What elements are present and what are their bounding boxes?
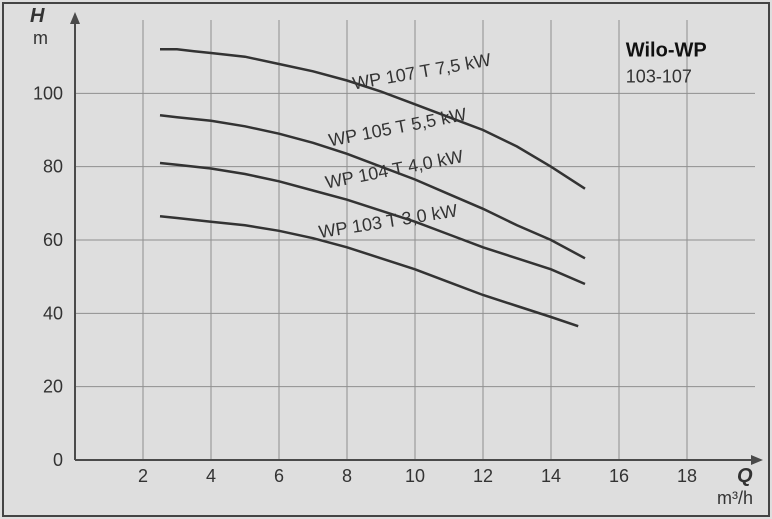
chart-subtitle: 103-107 [626,66,692,86]
chart-title: Wilo-WP [626,40,707,62]
y-tick-label: 0 [53,450,63,470]
chart-svg: 2 4 6 8 10 12 14 16 18 0 20 40 60 80 100 Hm Qm³/h Wilo-WP… [0,0,772,519]
y-tick-label: 80 [43,157,63,177]
y-axis-arrow [70,12,80,24]
x-axis-arrow [751,455,763,465]
curve-label: WP 107 T 7,5 kW [351,50,492,94]
curve-label: WP 105 T 5,5 kW [327,104,468,150]
x-tick-label: 2 [138,466,148,486]
x-tick-label: 16 [609,466,629,486]
y-tick-label: 100 [33,83,63,103]
x-tick-label: 8 [342,466,352,486]
y-tick-label: 40 [43,303,63,323]
x-axis-title: Q [737,465,753,487]
x-axis-unit: m³/h [717,488,753,508]
y-tick-label: 60 [43,230,63,250]
x-tick-label: 14 [541,466,561,486]
pump-curve-chart: 2 4 6 8 10 12 14 16 18 0 20 40 60 80 100 Hm Qm³/h Wilo-WP… [0,0,772,519]
y-axis-title: H [30,5,45,27]
x-tick-label: 4 [206,466,216,486]
y-tick-label: 20 [43,377,63,397]
y-axis-unit: m [33,28,48,48]
x-tick-label: 10 [405,466,425,486]
x-tick-label: 6 [274,466,284,486]
x-tick-label: 18 [677,466,697,486]
x-tick-label: 12 [473,466,493,486]
curve-label: WP 103 T 3,0 kW [317,200,458,242]
